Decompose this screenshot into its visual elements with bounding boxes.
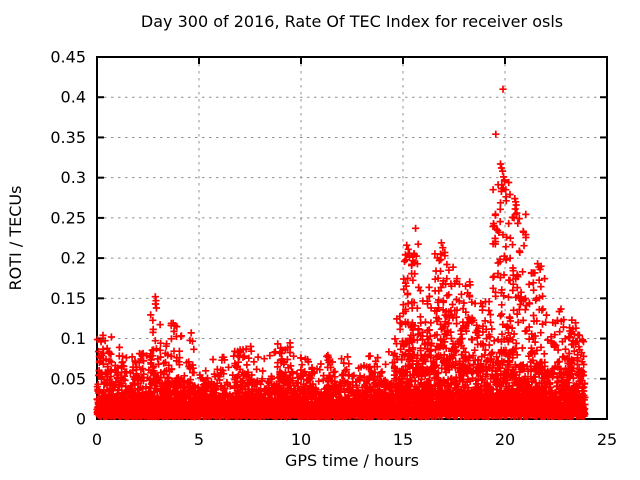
y-tick-label: 0.35 xyxy=(50,128,86,147)
x-axis-label: GPS time / hours xyxy=(285,451,419,470)
tick-labels: 0 0.05 0.1 0.15 0.2 0.25 0.3 0.35 0.4 0.45 0 5 10 15 2… xyxy=(50,48,617,450)
y-tick-label: 0.25 xyxy=(50,208,86,227)
data-points xyxy=(93,85,589,421)
x-tick-label: 5 xyxy=(194,430,204,449)
y-tick-label: 0.45 xyxy=(50,48,86,67)
x-tick-label: 20 xyxy=(495,430,515,449)
scatter-points-path xyxy=(215,344,346,421)
y-tick-label: 0.15 xyxy=(50,289,86,308)
scatter-points-path xyxy=(93,335,223,421)
x-tick-label: 0 xyxy=(92,430,102,449)
y-tick-label: 0.05 xyxy=(50,369,86,388)
y-tick-label: 0.2 xyxy=(61,249,86,268)
x-tick-label: 25 xyxy=(597,430,617,449)
y-tick-label: 0.1 xyxy=(61,329,86,348)
plot-border xyxy=(96,56,608,420)
scatter-points-path xyxy=(103,85,588,392)
y-tick-label: 0.4 xyxy=(61,88,86,107)
scatter-points-path xyxy=(338,314,468,421)
y-tick-label: 0 xyxy=(76,410,86,429)
y-tick-label: 0.3 xyxy=(61,168,86,187)
chart-title: Day 300 of 2016, Rate Of TEC Index for r… xyxy=(140,12,564,31)
x-tick-label: 15 xyxy=(393,430,413,449)
scatter-points-path xyxy=(95,313,589,421)
x-tick-label: 10 xyxy=(291,430,311,449)
